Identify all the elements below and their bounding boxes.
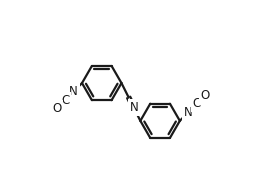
Text: N: N [69,85,78,98]
Text: N: N [184,106,193,119]
Text: O: O [201,89,210,102]
Text: O: O [52,102,61,115]
Text: C: C [61,94,69,107]
Text: C: C [193,97,201,110]
Text: N: N [129,101,138,114]
